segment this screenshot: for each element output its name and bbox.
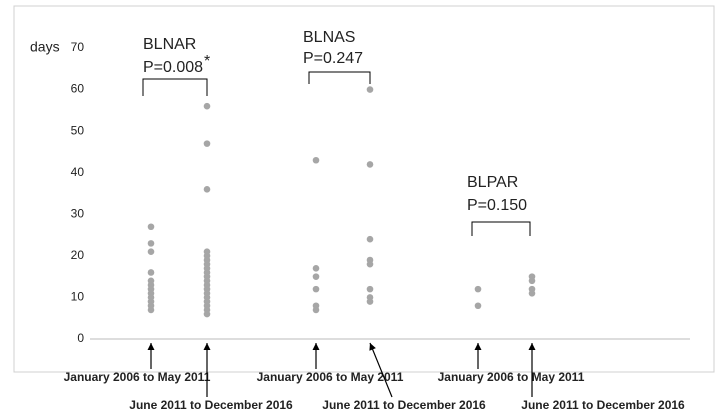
significance-mark: *: [204, 53, 210, 70]
arrow-shaft: [369, 342, 393, 398]
dot: [203, 102, 211, 110]
dot: [366, 161, 374, 168]
y-tick-label: 10: [71, 290, 85, 304]
arrow-head: [312, 343, 320, 350]
dot: [147, 306, 155, 314]
p-value: P=0.008: [143, 59, 203, 76]
arrow-head: [203, 343, 211, 350]
group-label: BLNAR: [143, 36, 196, 53]
bracket: [471, 221, 531, 236]
arrow-head: [147, 343, 155, 350]
dot: [312, 306, 320, 314]
arrow-head: [369, 343, 376, 351]
y-tick-label: 0: [77, 331, 84, 345]
dot: [474, 302, 482, 310]
dot: [147, 269, 155, 276]
dot: [366, 86, 374, 93]
y-tick-label: 30: [71, 206, 85, 220]
dot: [366, 235, 374, 243]
dot: [203, 310, 211, 318]
dot: [147, 248, 155, 255]
bracket: [308, 71, 371, 84]
dot: [312, 273, 320, 280]
dot: [528, 289, 536, 297]
group-label: BLPAR: [467, 174, 518, 191]
x-tick-label: January 2006 to May 2011: [257, 370, 404, 384]
x-tick-label: January 2006 to May 2011: [64, 370, 211, 384]
y-tick-label: 20: [71, 248, 85, 262]
arrow-head: [528, 343, 536, 350]
y-axis-label: days: [30, 39, 60, 55]
dot: [474, 285, 482, 293]
p-value: P=0.247: [303, 50, 363, 67]
p-value: P=0.150: [467, 197, 527, 214]
x-tick-label: June 2011 to December 2016: [521, 398, 685, 412]
arrow-head: [474, 343, 482, 350]
y-tick-label: 50: [71, 123, 85, 137]
x-tick-label: January 2006 to May 2011: [438, 370, 585, 384]
frame: [13, 5, 715, 373]
dot: [366, 285, 374, 293]
dot: [147, 240, 155, 247]
dot: [312, 265, 320, 272]
y-tick-label: 70: [71, 40, 85, 54]
y-tick-label: 40: [71, 165, 85, 179]
bracket: [142, 78, 208, 96]
dot: [147, 223, 155, 231]
dot: [312, 156, 320, 164]
x-tick-label: June 2011 to December 2016: [322, 398, 486, 412]
dot: [203, 186, 211, 193]
group-label: BLNAS: [303, 29, 355, 46]
x-tick-label: June 2011 to December 2016: [129, 398, 293, 412]
dot: [366, 260, 374, 268]
dot: [203, 140, 211, 147]
y-tick-label: 60: [71, 82, 85, 96]
dot: [312, 285, 320, 293]
dot: [366, 298, 374, 305]
dot: [528, 277, 536, 285]
